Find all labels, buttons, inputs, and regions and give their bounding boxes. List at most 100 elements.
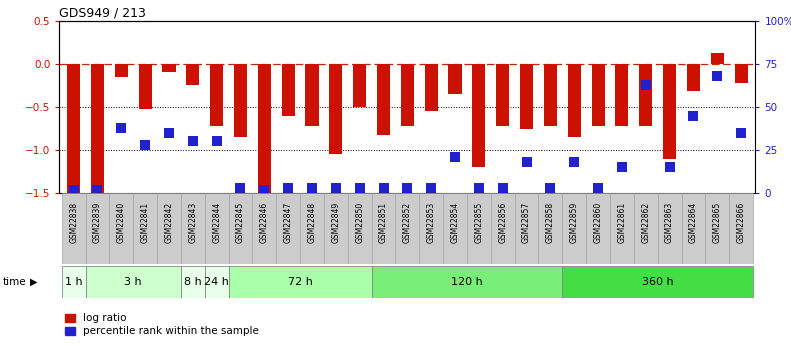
Bar xyxy=(282,64,295,116)
Bar xyxy=(515,193,539,264)
Bar xyxy=(568,64,581,137)
Point xyxy=(735,130,747,136)
Bar xyxy=(448,64,462,94)
Bar xyxy=(85,193,109,264)
Bar xyxy=(67,64,80,193)
Point xyxy=(163,130,176,136)
Text: GSM22844: GSM22844 xyxy=(212,202,221,243)
Text: 72 h: 72 h xyxy=(288,277,312,287)
Text: GSM22862: GSM22862 xyxy=(642,202,650,243)
Bar xyxy=(372,193,396,264)
Bar xyxy=(229,193,252,264)
Bar xyxy=(496,64,509,126)
Text: GSM22840: GSM22840 xyxy=(117,202,126,243)
Text: GSM22858: GSM22858 xyxy=(546,202,555,243)
Text: ▶: ▶ xyxy=(30,277,37,287)
Point xyxy=(592,185,604,191)
Bar xyxy=(300,193,324,264)
Text: GSM22863: GSM22863 xyxy=(665,202,674,243)
Point xyxy=(615,165,628,170)
Bar xyxy=(657,193,682,264)
Text: GSM22847: GSM22847 xyxy=(284,202,293,243)
Text: 1 h: 1 h xyxy=(65,277,82,287)
Point xyxy=(711,73,724,79)
Bar xyxy=(520,64,533,129)
Point xyxy=(210,139,223,144)
Bar xyxy=(276,193,300,264)
Bar xyxy=(682,193,706,264)
Bar xyxy=(472,64,486,167)
Bar xyxy=(162,64,176,72)
Bar xyxy=(181,193,205,264)
Point xyxy=(472,185,485,191)
Bar xyxy=(634,193,657,264)
Bar xyxy=(157,193,181,264)
Bar xyxy=(710,53,724,64)
Point xyxy=(305,185,318,191)
Bar xyxy=(62,266,85,298)
Bar xyxy=(372,266,562,298)
Text: GSM22838: GSM22838 xyxy=(69,202,78,243)
Bar xyxy=(205,266,229,298)
Legend: log ratio, percentile rank within the sample: log ratio, percentile rank within the sa… xyxy=(65,313,259,336)
Point xyxy=(138,142,151,148)
Bar xyxy=(229,266,372,298)
Text: GSM22860: GSM22860 xyxy=(593,202,603,243)
Bar xyxy=(234,64,247,137)
Text: 3 h: 3 h xyxy=(124,277,142,287)
Text: 360 h: 360 h xyxy=(642,277,673,287)
Bar xyxy=(467,193,490,264)
Bar xyxy=(91,64,104,193)
Bar xyxy=(592,64,604,126)
Text: GSM22856: GSM22856 xyxy=(498,202,507,243)
Text: GSM22854: GSM22854 xyxy=(451,202,460,243)
Bar xyxy=(252,193,276,264)
Bar xyxy=(210,64,223,126)
Text: GSM22850: GSM22850 xyxy=(355,202,364,243)
Point xyxy=(91,187,104,193)
Point xyxy=(282,185,294,191)
Text: GDS949 / 213: GDS949 / 213 xyxy=(59,7,146,20)
Text: GSM22845: GSM22845 xyxy=(236,202,245,243)
Point xyxy=(448,154,461,160)
Point xyxy=(687,113,700,118)
Point xyxy=(187,139,199,144)
Text: GSM22855: GSM22855 xyxy=(475,202,483,243)
Bar xyxy=(186,64,199,86)
Text: GSM22857: GSM22857 xyxy=(522,202,531,243)
Bar xyxy=(706,193,729,264)
Bar xyxy=(419,193,443,264)
Text: GSM22848: GSM22848 xyxy=(308,202,316,243)
Text: GSM22846: GSM22846 xyxy=(259,202,269,243)
Text: GSM22842: GSM22842 xyxy=(165,202,173,243)
Text: GSM22859: GSM22859 xyxy=(570,202,579,243)
Bar xyxy=(115,64,128,77)
Bar xyxy=(490,193,515,264)
Point xyxy=(520,159,533,165)
Point xyxy=(568,159,581,165)
Bar xyxy=(138,64,152,109)
Point xyxy=(664,165,676,170)
Point xyxy=(115,125,127,130)
Text: GSM22839: GSM22839 xyxy=(93,202,102,243)
Bar xyxy=(258,64,271,193)
Bar xyxy=(181,266,205,298)
Point xyxy=(67,187,80,193)
Bar xyxy=(62,193,85,264)
Bar xyxy=(329,64,343,155)
Bar xyxy=(639,64,653,126)
Text: 8 h: 8 h xyxy=(184,277,202,287)
Text: time: time xyxy=(2,277,26,287)
Point xyxy=(330,185,343,191)
Bar xyxy=(133,193,157,264)
Text: GSM22866: GSM22866 xyxy=(736,202,746,243)
Bar xyxy=(562,193,586,264)
Point xyxy=(258,187,271,193)
Text: GSM22864: GSM22864 xyxy=(689,202,698,243)
Text: GSM22861: GSM22861 xyxy=(618,202,626,243)
Bar xyxy=(396,193,419,264)
Text: GSM22851: GSM22851 xyxy=(379,202,388,243)
Bar xyxy=(586,193,610,264)
Bar xyxy=(610,193,634,264)
Point xyxy=(497,185,509,191)
